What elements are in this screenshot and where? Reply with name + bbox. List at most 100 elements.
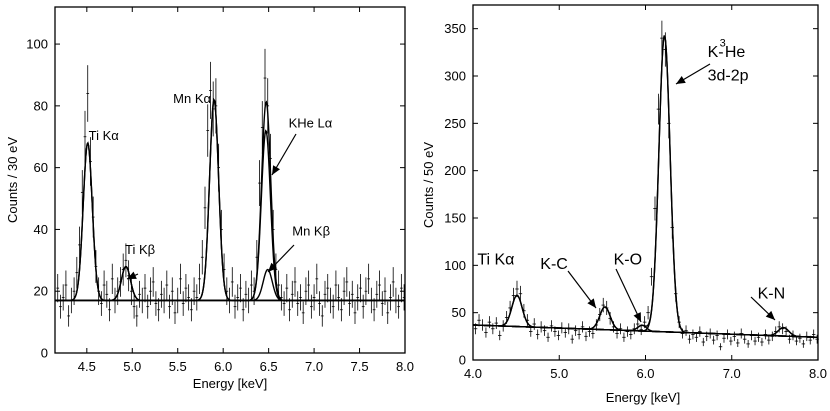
left-data-point (70, 287, 73, 314)
left-data-point (350, 280, 354, 308)
right-data-point (567, 323, 571, 335)
right-peak-annotation: K-O (614, 251, 642, 268)
left-data-point (113, 287, 117, 314)
left-data-point (342, 277, 346, 306)
right-data-point (718, 343, 723, 351)
right-data-point (542, 325, 547, 336)
left-data-point (132, 294, 136, 319)
left-data-point (135, 305, 139, 327)
right-data-point (570, 334, 574, 344)
left-data-point (211, 81, 215, 137)
right-data-point (663, 32, 668, 67)
right-data-point (563, 327, 568, 338)
left-data-point (176, 287, 180, 314)
left-data-point (252, 277, 256, 306)
left-data-point (217, 143, 220, 192)
right-data-point (636, 318, 640, 330)
left-data-point (181, 291, 185, 316)
right-data-point (532, 318, 536, 330)
left-data-point (149, 277, 152, 306)
left-data-point (241, 298, 245, 322)
left-data-point (200, 240, 204, 275)
left-data-point (157, 298, 160, 322)
left-x-tick-label: 6.0 (214, 359, 232, 374)
right-annotation-arrow (675, 63, 711, 85)
right-data-point (787, 334, 792, 344)
left-data-point (394, 287, 398, 314)
left-x-tick-label: 5.5 (169, 359, 187, 374)
left-data-point (250, 270, 253, 300)
left-data-point (130, 277, 133, 306)
right-annotations: Ti Kα K-C K-O K-3He 3d-2p K-N (477, 38, 785, 323)
right-total-fit (472, 35, 819, 338)
left-data-point (165, 270, 169, 300)
left-data-point (214, 78, 218, 134)
left-x-tick-label: 8.0 (396, 359, 414, 374)
left-data-point (359, 273, 362, 303)
left-x-tick-label: 6.5 (260, 359, 278, 374)
right-panel: 4.0 5.0 6.0 7.0 8.0 0 50 100 150 200 250 300 350 Ti … (421, 4, 827, 405)
right-data-point (684, 325, 688, 336)
left-data-point (282, 291, 286, 316)
left-peak-annotation: Ti Kβ (125, 242, 155, 257)
right-data-point (784, 326, 788, 337)
right-data-point (811, 329, 816, 340)
left-data-point (280, 284, 283, 311)
left-data-point (391, 267, 395, 297)
left-data-point (397, 294, 400, 319)
right-data-point (746, 340, 750, 348)
left-peak-annotation: Ti Kα (89, 128, 120, 143)
right-y-tick-label: 350 (444, 21, 466, 36)
right-x-tick-label: 4.0 (464, 366, 482, 381)
right-data-point (774, 326, 778, 337)
left-data-point (315, 263, 319, 294)
right-data-point (518, 285, 523, 302)
left-data-point (173, 301, 177, 324)
right-data-point (625, 326, 630, 337)
left-data-point (206, 104, 210, 157)
left-data-point (402, 284, 406, 311)
left-data-point (89, 137, 92, 186)
left-data-point (168, 294, 171, 319)
right-peak-annotation: K- (708, 44, 724, 61)
left-data-point (86, 65, 90, 122)
right-data-point (549, 320, 554, 332)
left-data-point (364, 277, 368, 306)
left-data-point (370, 287, 373, 314)
right-data-point (667, 108, 671, 139)
left-data-point (375, 280, 379, 308)
left-data-point (356, 284, 360, 311)
right-data-point (587, 326, 592, 337)
left-data-point (331, 294, 335, 319)
right-data-point (573, 325, 578, 336)
right-x-tick-label: 5.0 (550, 366, 568, 381)
left-data-point (247, 287, 250, 314)
left-data-point (290, 280, 294, 308)
right-data-point (722, 333, 726, 343)
left-data-point (187, 284, 190, 311)
right-data-point (673, 285, 678, 302)
left-data-point (222, 253, 226, 286)
right-data-point (739, 328, 743, 339)
right-data-point (615, 328, 619, 339)
left-annotation-arrow (267, 244, 295, 273)
left-data-point (124, 243, 128, 278)
left-annotation-arrow (126, 271, 139, 280)
right-data-point (601, 297, 605, 313)
left-data-point (239, 273, 242, 303)
right-data-point (473, 323, 478, 335)
left-data-point (285, 273, 289, 303)
left-data-point (110, 263, 114, 294)
right-y-tick-label: 150 (444, 211, 466, 226)
right-data-point (725, 329, 730, 340)
right-plot-frame (472, 4, 819, 361)
right-data-point (632, 323, 637, 335)
left-peak-fit (55, 141, 405, 302)
left-data-point (288, 298, 291, 322)
right-data-point (511, 287, 516, 304)
right-data-point (694, 332, 699, 342)
left-data-point (91, 196, 95, 238)
right-data-point (480, 319, 485, 331)
left-data-point (119, 267, 122, 297)
right-peak-annotation: K-C (540, 256, 568, 273)
